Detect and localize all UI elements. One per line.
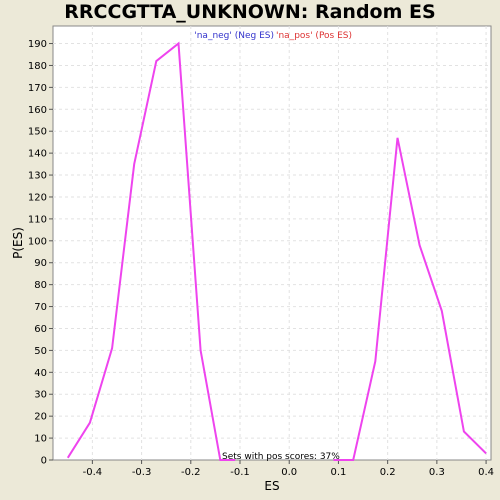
plot-area [52,25,492,461]
y-tick-label: 70 [34,302,47,313]
y-tick-label: 0 [41,456,47,467]
distribution-line [333,137,487,461]
x-tick-label: 0.2 [380,467,396,478]
y-tick-label: 80 [34,280,47,291]
y-tick-label: 130 [28,171,47,182]
pos-score-annotation: Sets with pos scores: 37% [222,452,340,462]
y-tick-label: 140 [28,149,47,160]
x-axis-label: ES [264,479,279,493]
distribution-line [66,41,236,461]
x-tick-label: -0.4 [83,467,103,478]
y-tick-label: 110 [28,214,47,225]
axes: 0 10 20 30 40 50 60 70 80 90 100 110 120 130 140 150 160… [28,39,494,478]
x-tick-label: -0.3 [132,467,152,478]
y-tick-label: 190 [28,39,47,50]
y-axis-label: P(ES) [11,227,25,259]
series-lines [66,41,487,461]
legend-neg-label: 'na_neg' (Neg ES) [194,31,274,41]
x-tick-label: 0.3 [429,467,445,478]
y-tick-label: 120 [28,192,47,203]
y-tick-label: 20 [34,412,47,423]
y-tick-label: 10 [34,434,47,445]
y-tick-label: 170 [28,83,47,94]
y-tick-label: 50 [34,346,47,357]
x-tick-label: 0.1 [330,467,346,478]
y-tick-label: 160 [28,105,47,116]
x-tick-label: -0.1 [230,467,250,478]
x-tick-label: 0.0 [281,467,297,478]
y-tick-label: 60 [34,324,47,335]
y-tick-label: 90 [34,258,47,269]
y-tick-label: 180 [28,61,47,72]
x-tick-label: 0.4 [478,467,494,478]
legend-pos-label: 'na_pos' (Pos ES) [276,31,352,41]
y-tick-label: 100 [28,236,47,247]
y-tick-label: 30 [34,390,47,401]
y-tick-label: 150 [28,127,47,138]
grid-lines [53,26,491,460]
x-tick-label: -0.2 [181,467,201,478]
y-tick-label: 40 [34,368,47,379]
